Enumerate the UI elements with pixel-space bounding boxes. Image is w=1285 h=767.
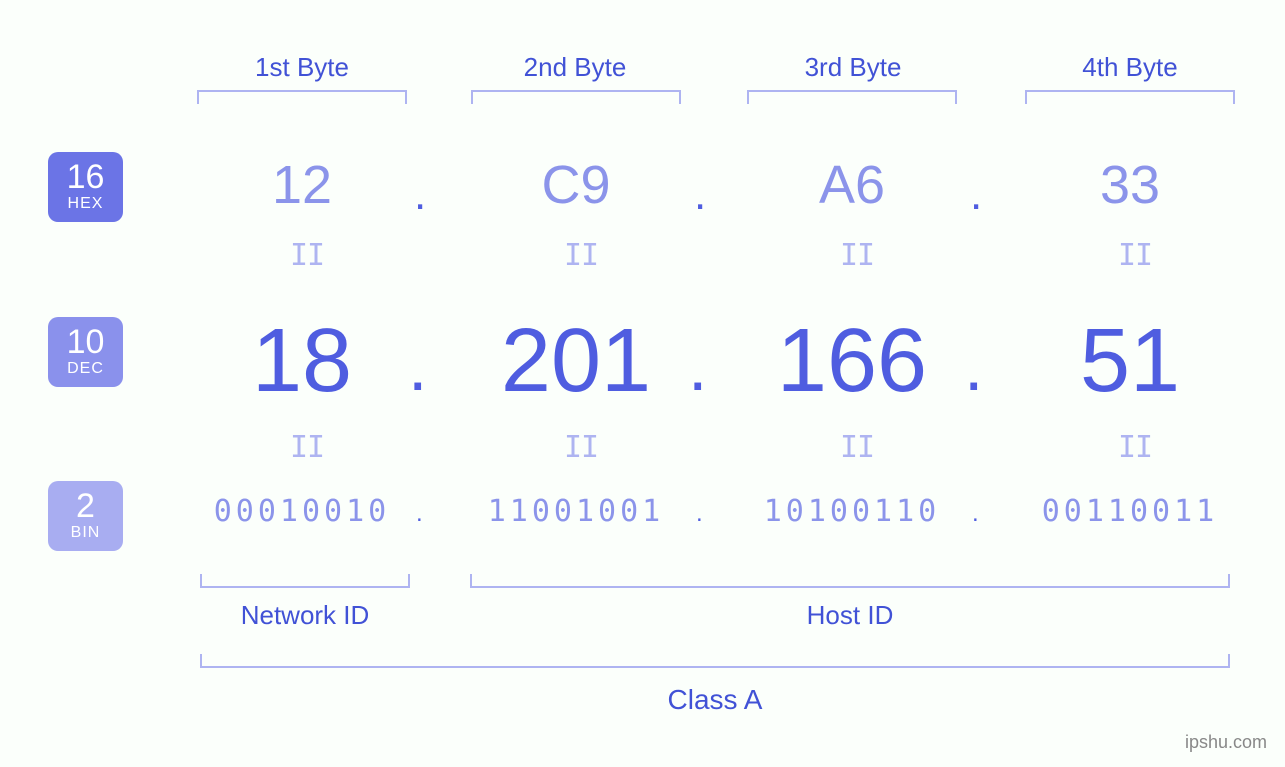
byte-header-2: 2nd Byte bbox=[520, 52, 630, 83]
network-id-label: Network ID bbox=[230, 600, 380, 631]
badge-num: 10 bbox=[48, 325, 123, 359]
equals-icon: II bbox=[1118, 238, 1152, 273]
equals-icon: II bbox=[290, 238, 324, 273]
bin-byte-3: 10100110 bbox=[732, 494, 972, 529]
ip-diagram: 1st Byte 2nd Byte 3rd Byte 4th Byte 16 H… bbox=[0, 0, 1285, 767]
badge-num: 2 bbox=[48, 489, 123, 523]
base-badge-bin: 2 BIN bbox=[48, 481, 123, 551]
top-bracket-2 bbox=[471, 90, 681, 104]
base-badge-hex: 16 HEX bbox=[48, 152, 123, 222]
equals-icon: II bbox=[840, 238, 874, 273]
byte-header-4: 4th Byte bbox=[1075, 52, 1185, 83]
host-id-bracket bbox=[470, 574, 1230, 588]
class-bracket bbox=[200, 654, 1230, 668]
hex-byte-3: A6 bbox=[802, 154, 902, 216]
class-label: Class A bbox=[660, 684, 770, 716]
badge-name: DEC bbox=[48, 361, 123, 377]
base-badge-dec: 10 DEC bbox=[48, 317, 123, 387]
bin-byte-4: 00110011 bbox=[1010, 494, 1250, 529]
bin-dot-1: . bbox=[416, 500, 423, 528]
hex-dot-2: . bbox=[694, 170, 706, 220]
badge-name: BIN bbox=[48, 525, 123, 541]
dec-byte-1: 18 bbox=[222, 310, 382, 413]
badge-name: HEX bbox=[48, 196, 123, 212]
badge-num: 16 bbox=[48, 160, 123, 194]
dec-dot-1: . bbox=[408, 326, 427, 406]
watermark: ipshu.com bbox=[1185, 732, 1267, 753]
equals-icon: II bbox=[840, 430, 874, 465]
byte-header-3: 3rd Byte bbox=[798, 52, 908, 83]
hex-dot-3: . bbox=[970, 170, 982, 220]
dec-byte-3: 166 bbox=[752, 310, 952, 413]
bin-byte-1: 00010010 bbox=[182, 494, 422, 529]
top-bracket-4 bbox=[1025, 90, 1235, 104]
hex-byte-1: 12 bbox=[252, 154, 352, 216]
equals-icon: II bbox=[1118, 430, 1152, 465]
top-bracket-1 bbox=[197, 90, 407, 104]
dec-byte-2: 201 bbox=[476, 310, 676, 413]
host-id-label: Host ID bbox=[800, 600, 900, 631]
equals-icon: II bbox=[290, 430, 324, 465]
hex-byte-2: C9 bbox=[526, 154, 626, 216]
dec-dot-2: . bbox=[688, 326, 707, 406]
dec-byte-4: 51 bbox=[1050, 310, 1210, 413]
dec-dot-3: . bbox=[964, 326, 983, 406]
bin-dot-2: . bbox=[696, 500, 703, 528]
byte-header-1: 1st Byte bbox=[252, 52, 352, 83]
equals-icon: II bbox=[564, 430, 598, 465]
equals-icon: II bbox=[564, 238, 598, 273]
bin-byte-2: 11001001 bbox=[456, 494, 696, 529]
hex-byte-4: 33 bbox=[1080, 154, 1180, 216]
hex-dot-1: . bbox=[414, 170, 426, 220]
top-bracket-3 bbox=[747, 90, 957, 104]
bin-dot-3: . bbox=[972, 500, 979, 528]
network-id-bracket bbox=[200, 574, 410, 588]
